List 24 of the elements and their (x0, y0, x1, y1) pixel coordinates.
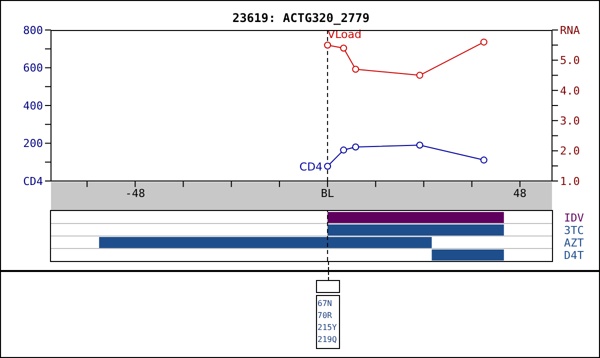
series-label: CD4 (299, 160, 323, 174)
text: 219Q (318, 334, 338, 346)
y2-tick-label: 3.0 (560, 114, 580, 128)
text: 215Y (318, 322, 338, 334)
y2-tick-label: 4.0 (560, 84, 580, 98)
text: 67N (318, 298, 333, 310)
y-tick-label: 200 (23, 137, 43, 150)
text: 70R (318, 310, 333, 322)
y2-tick-label: RNA (560, 24, 580, 37)
x-tick-label: BL (320, 186, 335, 200)
y-tick-label: 600 (23, 62, 43, 75)
y-tick-label: 800 (23, 24, 43, 37)
y-tick-label: AZT (564, 236, 584, 250)
y2-tick-label: 2.0 (560, 144, 580, 158)
y-tick-label: IDV (564, 211, 584, 224)
y-tick-label: 400 (23, 99, 43, 112)
y-tick-label: CD4 (23, 174, 44, 188)
y2-tick-label: 5.0 (560, 54, 580, 68)
chart-title: 23619: ACTG320_2779 (231, 11, 371, 25)
y-tick-label: 3TC (564, 224, 584, 237)
x-tick-label: -48 (125, 186, 146, 200)
y-tick-label: D4T (564, 248, 584, 262)
x-tick-label: 48 (513, 186, 527, 200)
y2-tick-label: 1.0 (560, 174, 580, 188)
